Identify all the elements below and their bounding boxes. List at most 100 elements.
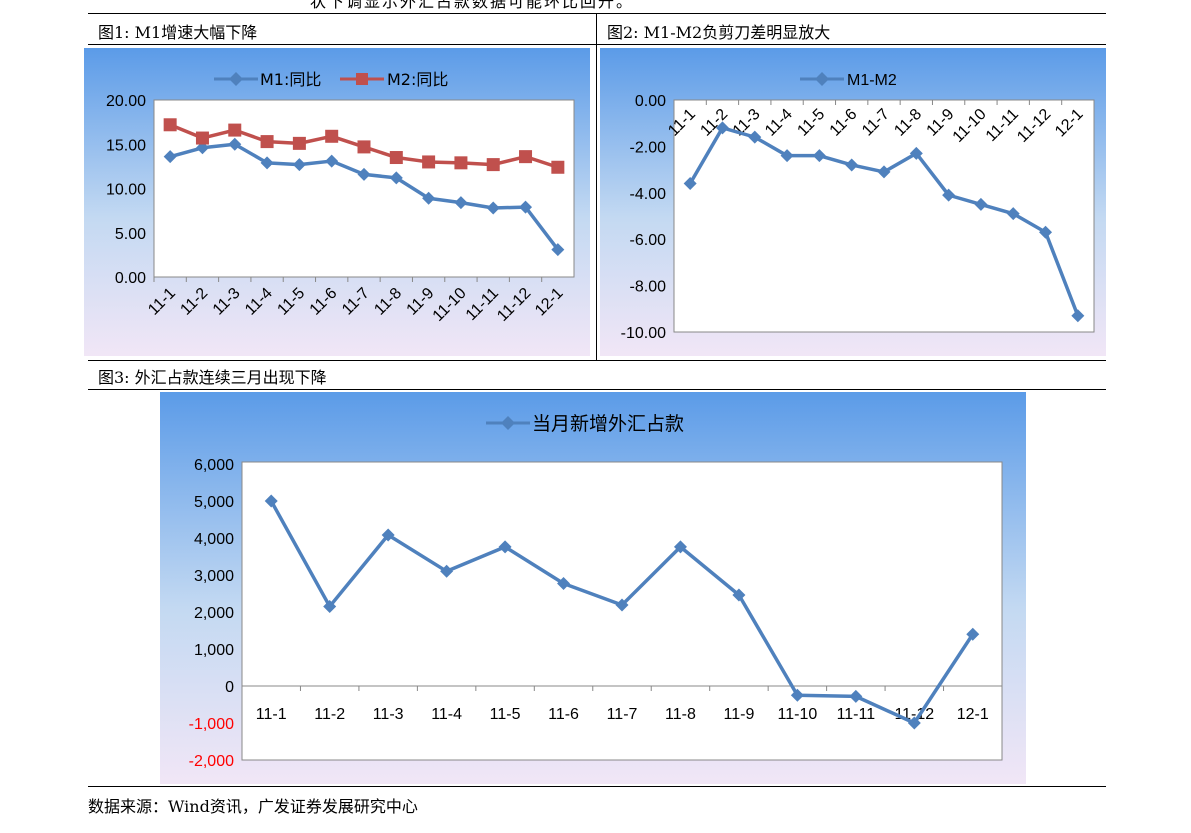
y-tick-label: 20.00 <box>106 93 146 110</box>
y-tick-label: 2,000 <box>194 605 234 622</box>
x-tick-label: 11-9 <box>724 706 755 723</box>
x-tick-label: 11-5 <box>490 706 521 723</box>
y-tick-label: -6.00 <box>630 232 667 249</box>
data-point-diamond <box>260 156 274 170</box>
data-point-diamond <box>715 121 729 135</box>
x-tick-label: 11-3 <box>373 706 404 723</box>
data-point-diamond <box>486 201 500 215</box>
data-point-diamond <box>292 158 306 172</box>
data-point-diamond <box>673 540 687 554</box>
chart1-plot-area <box>153 99 575 278</box>
data-point-diamond <box>748 130 762 144</box>
data-point-diamond <box>849 689 863 703</box>
data-point-diamond <box>357 167 371 181</box>
data-point-diamond <box>845 158 859 172</box>
x-tick-label: 11-4 <box>431 706 462 723</box>
y-tick-label: 0 <box>225 679 234 696</box>
column-divider <box>596 13 597 360</box>
data-point-diamond <box>498 540 512 554</box>
y-tick-label: -1,000 <box>189 716 234 733</box>
y-tick-label: -4.00 <box>630 186 667 203</box>
data-point-square <box>325 129 339 143</box>
y-tick-label: 4,000 <box>194 531 234 548</box>
data-point-diamond <box>551 243 565 257</box>
chart-m1-m2-yoy: 20.0015.0010.005.000.0011-111-211-311-41… <box>84 48 590 356</box>
legend-diamond-marker <box>229 72 243 86</box>
y-tick-label: 3,000 <box>194 568 234 585</box>
data-point-diamond <box>264 494 278 508</box>
data-point-diamond <box>780 149 794 163</box>
data-point-diamond <box>325 154 339 168</box>
legend-diamond-marker <box>815 72 829 86</box>
data-point-diamond <box>389 171 403 185</box>
y-tick-label: 10.00 <box>106 182 146 199</box>
data-point-diamond <box>907 716 921 730</box>
legend-diamond-marker <box>501 416 515 430</box>
top-rule <box>88 13 1106 14</box>
data-point-diamond <box>790 688 804 702</box>
data-point-diamond <box>557 577 571 591</box>
data-point-diamond <box>1039 225 1053 239</box>
data-point-diamond <box>974 197 988 211</box>
data-point-diamond <box>381 528 395 542</box>
fig1-caption: 图1: M1增速大幅下降 <box>98 23 258 42</box>
chart-m1-minus-m2: 0.00-2.00-4.00-6.00-8.00-10.0011-111-211… <box>600 48 1106 356</box>
data-point-square <box>357 140 371 154</box>
x-tick-label: 11-11 <box>837 706 876 723</box>
legend-square-marker <box>356 73 368 85</box>
y-tick-label: 0.00 <box>115 270 146 287</box>
data-point-diamond <box>1071 309 1085 323</box>
data-point-diamond <box>519 200 533 214</box>
y-tick-label: -8.00 <box>630 279 667 296</box>
x-tick-label: 11-8 <box>665 706 696 723</box>
y-tick-label: -10.00 <box>621 325 666 342</box>
chart2-legend: M1-M2 <box>800 72 897 89</box>
y-tick-label: 5,000 <box>194 494 234 511</box>
fig3-caption: 图3: 外汇占款连续三月出现下降 <box>98 368 327 387</box>
bottom-rule <box>88 786 1106 787</box>
y-tick-label: 1,000 <box>194 642 234 659</box>
x-tick-label: 11-7 <box>607 706 638 723</box>
data-point-diamond <box>966 627 980 641</box>
data-point-diamond <box>440 564 454 578</box>
legend-m1-label: M1:同比 <box>260 70 321 89</box>
y-tick-label: 15.00 <box>106 137 146 154</box>
x-tick-label: 11-10 <box>778 706 818 723</box>
data-point-square <box>486 158 500 172</box>
y-tick-label: -2.00 <box>630 139 667 156</box>
row3-rule <box>88 389 1106 390</box>
x-tick-label: 11-6 <box>548 706 579 723</box>
y-tick-label: 5.00 <box>115 226 146 243</box>
data-point-diamond <box>732 588 746 602</box>
x-tick-label: 11-2 <box>314 706 345 723</box>
data-point-diamond <box>454 196 468 210</box>
data-point-diamond <box>909 146 923 160</box>
data-point-square <box>389 151 403 165</box>
y-tick-label: 0.00 <box>635 93 666 110</box>
legend-fx-label: 当月新增外汇占款 <box>532 413 684 435</box>
chart2-plot-area <box>673 99 1095 333</box>
data-point-square <box>260 135 274 149</box>
data-point-square <box>422 155 436 169</box>
x-tick-label: 12-1 <box>957 706 989 723</box>
source-note: 数据来源：Wind资讯，广发证券发展研究中心 <box>88 797 418 816</box>
legend-m2-label: M2:同比 <box>387 70 448 89</box>
data-point-square <box>163 118 177 132</box>
legend-m1m2-label: M1-M2 <box>847 72 897 89</box>
y-tick-label: -2,000 <box>189 753 234 770</box>
data-point-square <box>519 150 533 164</box>
x-tick-label: 11-1 <box>256 706 287 723</box>
chart3-legend: 当月新增外汇占款 <box>486 413 684 435</box>
data-point-diamond <box>942 188 956 202</box>
data-point-diamond <box>683 177 697 191</box>
data-point-diamond <box>615 598 629 612</box>
fig2-caption: 图2: M1-M2负剪刀差明显放大 <box>607 23 831 42</box>
data-point-diamond <box>877 165 891 179</box>
data-point-diamond <box>422 191 436 205</box>
data-point-diamond <box>812 149 826 163</box>
chart-fx-reserves: 6,000 5,000 4,000 3,000 2,000 1,000 0 -1,000 -2,… <box>160 392 1026 784</box>
data-point-square <box>228 123 242 137</box>
data-point-diamond <box>163 150 177 164</box>
data-point-square <box>551 160 565 174</box>
fig-row-rule <box>88 44 1106 45</box>
